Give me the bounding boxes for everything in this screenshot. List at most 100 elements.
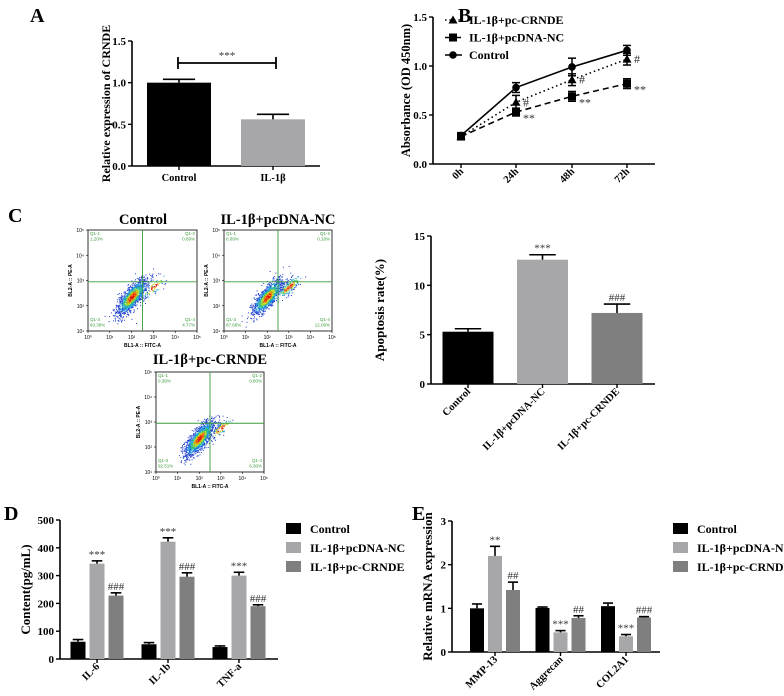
significance-mark: *** (160, 526, 177, 538)
event-dot (197, 447, 199, 449)
event-dot (287, 279, 289, 281)
scatter-points (104, 268, 167, 325)
quadrant-name: Q1-3 (226, 317, 237, 322)
significance-mark: ### (108, 581, 125, 593)
event-dot (289, 286, 291, 288)
quadrant-name: Q1-4 (252, 458, 263, 463)
event-dot (181, 450, 183, 452)
event-dot (269, 286, 271, 288)
event-dot (190, 442, 192, 444)
event-dot (222, 426, 224, 428)
quadrant-percent: 0.80% (249, 379, 262, 384)
event-dot (194, 439, 196, 441)
event-dot (155, 285, 157, 287)
event-dot (195, 441, 197, 443)
event-dot (203, 420, 205, 422)
event-dot (293, 282, 295, 284)
event-dot (203, 448, 205, 450)
event-dot (254, 306, 256, 308)
event-dot (264, 305, 266, 307)
event-dot (259, 302, 261, 304)
event-dot (120, 313, 121, 315)
event-dot (268, 305, 270, 307)
event-dot (193, 457, 195, 459)
y-tick-label: 1.0 (413, 61, 427, 73)
event-dot (274, 301, 275, 303)
event-dot (269, 295, 271, 297)
event-dot (189, 449, 191, 451)
event-dot (134, 280, 136, 282)
event-dot (133, 309, 135, 311)
event-dot (139, 299, 141, 301)
bar (442, 331, 494, 384)
event-dot (126, 301, 128, 303)
event-dot (216, 429, 218, 431)
event-dot (276, 291, 278, 293)
event-dot (132, 300, 134, 302)
event-dot (284, 282, 286, 284)
event-dot (130, 286, 132, 288)
event-dot (285, 286, 287, 288)
event-dot (203, 424, 205, 426)
event-dot (270, 289, 272, 291)
event-dot (280, 284, 282, 286)
event-dot (293, 284, 295, 286)
event-dot (192, 445, 194, 447)
event-dot (144, 279, 146, 280)
event-dot (114, 311, 116, 313)
event-dot (205, 434, 207, 436)
event-dot (119, 300, 121, 302)
event-dot (136, 290, 138, 291)
event-dot (256, 298, 258, 299)
event-dot (205, 423, 207, 425)
event-dot (152, 274, 153, 276)
triangle-marker (511, 97, 521, 106)
y-tick-label: 10⁵ (76, 228, 84, 234)
event-dot (134, 287, 136, 289)
event-dot (205, 433, 207, 435)
event-dot (274, 284, 276, 286)
event-dot (287, 286, 289, 288)
event-dot (126, 294, 128, 296)
event-dot (187, 452, 189, 454)
event-dot (267, 295, 269, 297)
event-dot (144, 294, 146, 296)
event-dot (212, 420, 214, 422)
event-dot (259, 303, 261, 305)
event-dot (197, 437, 199, 439)
event-dot (196, 429, 198, 430)
event-dot (202, 431, 203, 433)
event-dot (262, 292, 264, 294)
event-dot (284, 289, 286, 290)
event-dot (201, 443, 203, 445)
event-dot (108, 321, 110, 323)
event-dot (134, 289, 136, 291)
event-dot (135, 292, 137, 294)
event-dot (132, 286, 133, 288)
event-dot (151, 285, 153, 287)
event-dot (269, 287, 271, 289)
event-dot (131, 300, 133, 302)
x-tick-label: MMP-13 (464, 654, 500, 690)
event-dot (266, 300, 267, 301)
event-dot (137, 289, 138, 291)
event-dot (144, 290, 146, 292)
event-dot (135, 298, 137, 300)
event-dot (115, 308, 117, 310)
event-dot (203, 435, 205, 437)
event-dot (272, 293, 274, 295)
significance-mark: # (579, 73, 585, 87)
event-dot (255, 304, 257, 306)
event-dot (267, 296, 269, 298)
event-dot (137, 293, 139, 294)
event-dot (288, 294, 290, 296)
event-dot (186, 452, 188, 454)
event-dot (287, 290, 288, 292)
event-dot (205, 421, 207, 422)
event-dot (198, 447, 200, 449)
event-dot (187, 437, 189, 439)
event-dot (268, 285, 270, 287)
event-dot (119, 311, 121, 313)
y-tick-label: 1.5 (413, 12, 427, 24)
